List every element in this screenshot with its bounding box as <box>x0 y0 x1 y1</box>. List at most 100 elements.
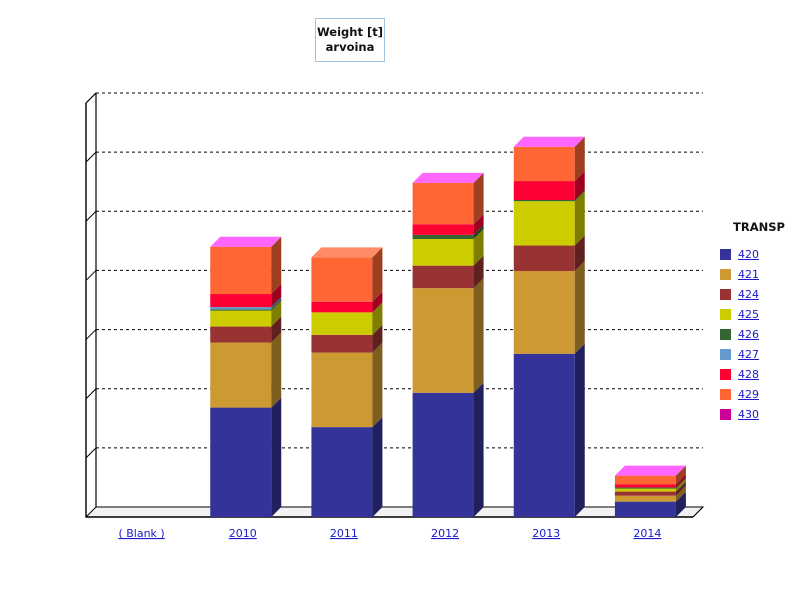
x-tick-label[interactable]: 2010 <box>229 527 257 540</box>
bar-side-429 <box>372 247 383 302</box>
legend-label[interactable]: 429 <box>738 387 759 401</box>
bar-segment-429 <box>412 182 474 225</box>
legend-label[interactable]: 424 <box>738 287 759 301</box>
bar-segment-429 <box>513 146 575 182</box>
x-tick-label[interactable]: 2013 <box>532 527 560 540</box>
bar-side-428 <box>473 214 484 235</box>
legend-label[interactable]: 428 <box>738 367 759 381</box>
bar-side-421 <box>473 278 484 393</box>
bar-side-420 <box>372 417 383 517</box>
bar-segment-426 <box>614 487 676 489</box>
legend-label[interactable]: 425 <box>738 307 759 321</box>
bar-side-420 <box>473 382 484 517</box>
bar-segment-428 <box>513 181 575 200</box>
chart-title-line1: Weight [t] <box>317 25 383 39</box>
legend-label[interactable]: 427 <box>738 347 759 361</box>
legend-swatch <box>720 388 731 400</box>
bar-segment-424 <box>311 334 373 353</box>
chart-title-box: Weight [t] arvoina <box>315 18 385 62</box>
legend-item-424[interactable]: 424 <box>720 284 785 304</box>
bar-segment-429 <box>311 257 373 302</box>
bar-top-face <box>210 236 282 247</box>
y-tick <box>85 151 97 163</box>
bar-side-421 <box>574 260 585 354</box>
bar-side-429 <box>473 172 484 225</box>
bar-segment-428 <box>311 301 373 313</box>
bar-segment-426 <box>513 199 575 202</box>
legend-items: 420 421 424 425 426 427 428 429 430 <box>720 244 785 424</box>
bar-segment-421 <box>412 288 474 393</box>
bar-side-426 <box>675 477 686 489</box>
x-tick-label[interactable]: 2014 <box>633 527 661 540</box>
legend-item-420[interactable]: 420 <box>720 244 785 264</box>
legend-title: TRANSP <box>733 220 785 234</box>
bar-side-425 <box>675 478 686 492</box>
bar-segment-420 <box>210 407 272 517</box>
legend-label[interactable]: 426 <box>738 327 759 341</box>
y-tick <box>85 447 97 459</box>
x-tick-label[interactable]: ( Blank ) <box>118 527 164 540</box>
bar-segment-426 <box>412 234 474 240</box>
bar-side-428 <box>574 171 585 200</box>
chart-title-line2: arvoina <box>325 40 375 54</box>
bar-side-424 <box>574 235 585 271</box>
legend-swatch <box>720 248 731 260</box>
bar-segment-421 <box>513 270 575 354</box>
bar-side-421 <box>271 332 282 408</box>
legend-label[interactable]: 420 <box>738 247 759 261</box>
bar-side-426 <box>473 224 484 240</box>
legend-swatch <box>720 368 731 380</box>
bar-side-424 <box>271 316 282 343</box>
bar-side-426 <box>271 299 282 311</box>
bar-side-421 <box>675 485 686 502</box>
bar-segment-425 <box>210 310 272 327</box>
y-tick <box>85 270 97 281</box>
bar-segment-429 <box>210 246 272 295</box>
bar-side-420 <box>271 397 282 517</box>
plot-floor <box>84 506 705 518</box>
bar-segment-426 <box>210 309 272 311</box>
bar-side-425 <box>473 229 484 266</box>
legend-label[interactable]: 421 <box>738 267 759 281</box>
bar-segment-421 <box>614 495 676 502</box>
bar-side-421 <box>372 342 383 428</box>
bar-segment-421 <box>210 342 272 408</box>
legend-item-426[interactable]: 426 <box>720 324 785 344</box>
bar-segment-420 <box>614 501 676 517</box>
bar-side-425 <box>574 191 585 246</box>
y-tick <box>85 210 97 222</box>
bar-segment-420 <box>311 427 373 517</box>
y-tick <box>85 329 97 340</box>
bar-segment-429 <box>614 475 676 485</box>
legend-label[interactable]: 430 <box>738 407 759 421</box>
bar-segment-421 <box>311 352 373 428</box>
bar-side-428 <box>675 474 686 488</box>
bar-side-426 <box>574 189 585 202</box>
bar-segment-424 <box>210 326 272 343</box>
legend-item-428[interactable]: 428 <box>720 364 785 384</box>
bar-segment-425 <box>311 312 373 335</box>
legend-item-421[interactable]: 421 <box>720 264 785 284</box>
bar-segment-425 <box>513 201 575 246</box>
bar-segment-427 <box>210 307 272 310</box>
legend-swatch <box>720 348 731 360</box>
legend-item-427[interactable]: 427 <box>720 344 785 364</box>
legend-item-425[interactable]: 425 <box>720 304 785 324</box>
bar-top-face <box>513 136 585 147</box>
x-tick-label[interactable]: 2011 <box>330 527 358 540</box>
bar-side-420 <box>574 343 585 517</box>
bar-side-420 <box>675 491 686 517</box>
bar-top-face <box>311 247 383 258</box>
bar-side-425 <box>372 302 383 335</box>
bar-segment-420 <box>513 353 575 517</box>
legend-item-429[interactable]: 429 <box>720 384 785 404</box>
bar-side-424 <box>675 481 686 496</box>
bar-segment-424 <box>614 491 676 496</box>
bar-side-428 <box>271 284 282 308</box>
plot-back-wall <box>96 93 693 507</box>
x-axis-end-edge <box>692 506 704 518</box>
x-tick-label[interactable]: 2012 <box>431 527 459 540</box>
legend-item-430[interactable]: 430 <box>720 404 785 424</box>
bar-side-428 <box>372 291 383 313</box>
